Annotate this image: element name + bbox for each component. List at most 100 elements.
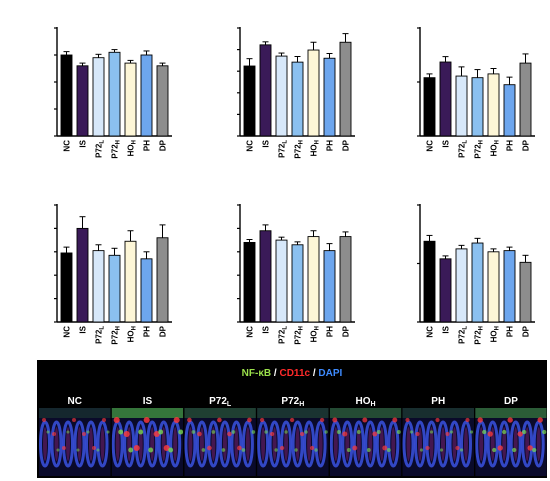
category-subscript: L xyxy=(463,326,469,330)
micrograph-4: HOH xyxy=(329,396,402,476)
bar-5 xyxy=(140,258,153,323)
crypt-structure xyxy=(218,420,231,468)
category-label-3: P72H xyxy=(474,326,485,345)
nfkb-signal-top xyxy=(257,408,329,418)
crypt-lumen xyxy=(418,427,422,461)
crypt-lumen xyxy=(536,427,541,461)
crypt-structure xyxy=(280,420,293,468)
nfkb-cell xyxy=(469,430,474,434)
crypt-structure xyxy=(437,420,449,468)
crypt-lumen xyxy=(43,427,47,461)
nfkb-cell xyxy=(158,429,164,435)
cd11c-cell xyxy=(113,416,120,424)
bar-4 xyxy=(307,236,320,323)
category-name: PH xyxy=(506,140,515,151)
cd11c-cell xyxy=(372,431,378,437)
nfkb-cell xyxy=(191,430,196,434)
cd11c-cell xyxy=(237,445,242,451)
bar-1 xyxy=(76,65,89,137)
bar-5 xyxy=(503,250,516,323)
crypt-lumen xyxy=(391,427,396,461)
category-name: DP xyxy=(159,139,168,151)
nfkb-cell xyxy=(512,447,517,453)
micrograph-5: PH xyxy=(402,396,474,476)
micrograph-label-name: P72 xyxy=(281,396,299,407)
cd11c-cell xyxy=(455,445,460,451)
category-label-6: DP xyxy=(159,139,168,151)
category-name: NC xyxy=(426,140,435,152)
category-label-6: DP xyxy=(159,325,168,337)
micrograph-image xyxy=(475,408,547,476)
crypt-lumen xyxy=(188,427,193,461)
nfkb-cell xyxy=(86,430,90,434)
crypt-lumen xyxy=(502,427,507,461)
crypt-lumen xyxy=(284,427,289,461)
cd11c-cell xyxy=(309,445,315,451)
category-label-3: P72H xyxy=(111,140,122,159)
category-subscript: L xyxy=(100,140,106,144)
crypt-lumen xyxy=(441,427,445,461)
category-name: P72 xyxy=(294,330,303,345)
cd11c-cell xyxy=(207,445,212,451)
category-label-1: IS xyxy=(79,325,88,333)
nfkb-cell xyxy=(396,430,401,434)
bar-4 xyxy=(487,251,500,323)
micrograph-0: NC xyxy=(39,396,111,476)
micrograph-label-subscript: L xyxy=(227,401,232,408)
nfkb-cell xyxy=(128,447,134,453)
cd11c-cell xyxy=(92,446,96,450)
category-label-1: IS xyxy=(79,139,88,147)
category-label-5: PH xyxy=(506,326,515,337)
cd11c-cell xyxy=(477,417,483,423)
nfkb-cell xyxy=(542,429,547,435)
bar-3 xyxy=(471,77,484,137)
micrograph-6: DP xyxy=(475,396,547,476)
bar-2 xyxy=(455,75,468,137)
cd11c-cell xyxy=(362,417,368,423)
bar-1 xyxy=(439,258,452,323)
crypt-lumen xyxy=(513,427,518,461)
bar-5 xyxy=(323,57,336,137)
category-label-6: DP xyxy=(522,325,531,337)
cd11c-cell xyxy=(517,431,523,437)
cd11c-cell xyxy=(342,431,348,437)
crypt-structure xyxy=(314,420,327,468)
crypt-structure xyxy=(96,420,109,468)
category-name: DP xyxy=(159,325,168,337)
nfkb-cell xyxy=(76,448,80,452)
crypt-structure xyxy=(521,420,534,468)
cd11c-cell xyxy=(415,431,420,437)
nfkb-cell xyxy=(409,430,414,434)
category-subscript: L xyxy=(463,140,469,144)
micrograph-label: IS xyxy=(143,396,153,407)
bar-0 xyxy=(423,240,436,323)
category-name: P72 xyxy=(95,329,104,344)
micrograph-label-name: NC xyxy=(68,396,82,407)
nfkb-cell xyxy=(284,430,288,434)
crypt-structure xyxy=(157,420,170,468)
category-subscript: H xyxy=(315,326,321,330)
bar-4 xyxy=(487,73,500,137)
nfkb-cell xyxy=(264,430,268,434)
bar-0 xyxy=(243,241,256,323)
cd11c-cell xyxy=(352,445,358,451)
category-name: HO xyxy=(490,330,499,342)
crypt-structure xyxy=(123,420,136,468)
nfkb-cell xyxy=(46,430,50,434)
nfkb-cell xyxy=(294,448,298,452)
cd11c-cell xyxy=(197,431,202,437)
cd11c-cell xyxy=(497,445,503,451)
micrograph-label-name: IS xyxy=(143,396,153,407)
category-label-5: PH xyxy=(326,140,335,151)
crypt-lumen xyxy=(54,427,59,461)
bar-6 xyxy=(339,41,352,137)
category-label-2: P72L xyxy=(458,326,469,344)
crypt-structure xyxy=(62,420,74,468)
cd11c-cell xyxy=(465,417,470,423)
category-name: HO xyxy=(310,144,319,156)
crypt-structure xyxy=(498,420,511,468)
crypt-lumen xyxy=(452,427,457,461)
crypt-lumen xyxy=(429,427,434,461)
